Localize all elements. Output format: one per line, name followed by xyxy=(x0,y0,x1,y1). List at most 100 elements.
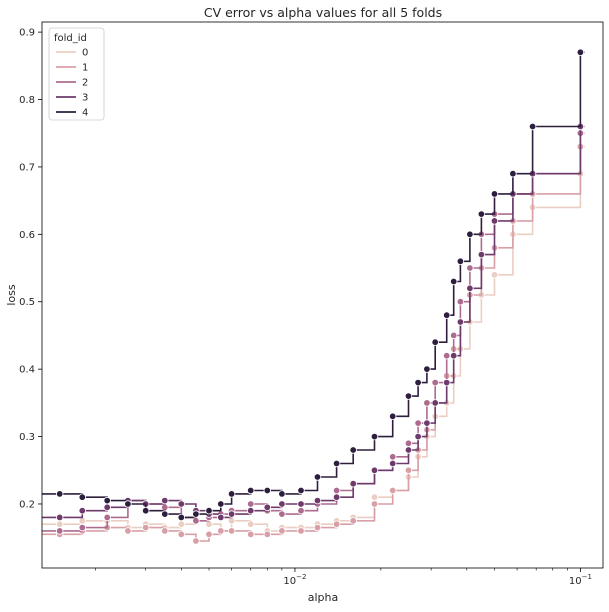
y-tick-label: 0.8 xyxy=(19,95,35,106)
data-point xyxy=(177,500,185,508)
data-point xyxy=(443,352,451,360)
data-point xyxy=(217,513,225,522)
data-point xyxy=(227,510,236,518)
series-line xyxy=(42,145,585,542)
data-point xyxy=(389,453,397,461)
data-point xyxy=(246,486,255,495)
data-point xyxy=(56,490,64,498)
legend-label: 1 xyxy=(82,63,88,74)
data-point xyxy=(297,527,305,535)
data-point xyxy=(456,318,465,326)
data-point xyxy=(404,466,413,474)
data-point xyxy=(297,500,305,508)
data-point xyxy=(466,264,474,272)
data-point xyxy=(297,507,305,515)
data-point xyxy=(56,513,64,522)
data-point xyxy=(389,486,397,495)
y-tick-label: 0.4 xyxy=(19,365,35,376)
legend-label: 0 xyxy=(82,48,88,59)
data-point xyxy=(78,493,86,501)
data-point xyxy=(414,432,422,441)
data-point xyxy=(246,500,255,508)
legend-title: fold_id xyxy=(54,33,87,44)
data-point xyxy=(490,271,499,279)
data-point xyxy=(450,352,458,360)
data-point xyxy=(78,517,86,525)
y-axis-label: loss xyxy=(5,284,18,306)
data-point xyxy=(177,513,185,522)
data-point xyxy=(217,527,225,535)
data-point xyxy=(141,507,150,515)
data-point xyxy=(404,439,413,447)
data-point xyxy=(263,530,271,538)
legend-label: 2 xyxy=(82,78,88,89)
data-point xyxy=(443,311,451,319)
data-point xyxy=(297,486,305,495)
data-point xyxy=(246,520,255,528)
data-point xyxy=(205,507,213,515)
data-point xyxy=(349,517,357,525)
data-point xyxy=(443,378,451,387)
data-point xyxy=(490,190,499,198)
data-point xyxy=(332,459,341,468)
data-point xyxy=(78,523,86,532)
data-point xyxy=(450,331,458,340)
data-point xyxy=(313,523,322,532)
data-point xyxy=(370,466,379,474)
data-point xyxy=(431,378,439,387)
series-4 xyxy=(42,48,585,522)
data-point xyxy=(263,486,271,495)
legend-label: 3 xyxy=(82,93,88,104)
chart-title: CV error vs alpha values for all 5 folds xyxy=(204,5,442,20)
y-tick-label: 0.7 xyxy=(19,162,35,173)
series-0 xyxy=(42,169,585,535)
x-tick-exponent: −2 xyxy=(296,573,306,581)
y-axis: 0.2 0.3 0.4 0.5 0.6 0.7 0.8 0.9 xyxy=(19,28,42,510)
x-axis: 10−2 10−1 xyxy=(95,568,592,587)
data-point xyxy=(103,503,111,511)
data-point xyxy=(456,298,465,306)
data-point xyxy=(456,257,465,265)
data-point xyxy=(404,392,413,400)
data-point xyxy=(227,490,236,498)
data-point xyxy=(332,486,341,495)
data-point xyxy=(192,510,200,518)
data-point xyxy=(103,496,111,505)
data-point xyxy=(477,250,486,259)
series-2 xyxy=(42,129,585,535)
data-point xyxy=(217,500,225,508)
data-point xyxy=(414,419,422,427)
data-point xyxy=(161,496,169,505)
y-tick-label: 0.5 xyxy=(19,297,35,308)
data-point xyxy=(389,412,397,420)
data-point xyxy=(177,530,185,538)
data-point xyxy=(103,513,111,522)
data-point xyxy=(161,510,169,518)
data-point xyxy=(423,365,431,373)
data-point xyxy=(477,210,486,218)
x-tick-label: 10−2 xyxy=(283,573,306,587)
data-point xyxy=(332,520,341,528)
data-point xyxy=(192,517,200,525)
data-point xyxy=(278,500,286,508)
data-point xyxy=(431,338,439,346)
data-point xyxy=(205,530,213,538)
data-point xyxy=(509,169,517,178)
y-tick-label: 0.2 xyxy=(19,499,35,510)
data-point xyxy=(205,520,213,528)
data-point xyxy=(313,496,322,505)
series-line xyxy=(42,125,585,519)
data-point xyxy=(124,527,132,535)
data-point xyxy=(332,493,341,501)
data-point xyxy=(450,277,458,286)
data-point xyxy=(278,527,286,535)
x-tick-label: 10−1 xyxy=(569,573,592,587)
data-point xyxy=(192,537,200,545)
data-point xyxy=(124,500,132,508)
data-point xyxy=(404,446,413,454)
data-point xyxy=(263,503,271,511)
data-point xyxy=(466,230,474,238)
data-point xyxy=(56,527,64,535)
data-point xyxy=(370,500,379,508)
